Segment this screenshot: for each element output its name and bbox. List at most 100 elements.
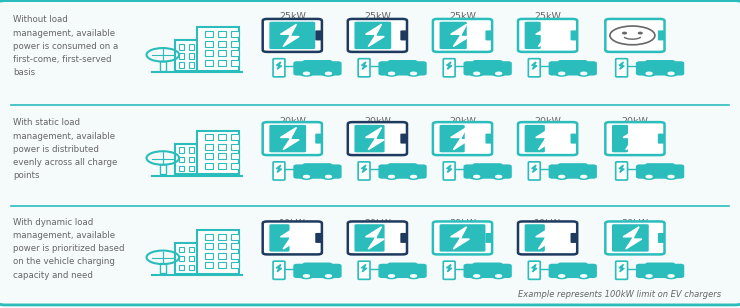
Circle shape [326,176,332,178]
Circle shape [643,174,656,179]
Circle shape [581,72,587,75]
FancyBboxPatch shape [528,162,540,180]
FancyBboxPatch shape [400,30,407,40]
FancyBboxPatch shape [205,243,213,249]
Text: 25kW: 25kW [279,12,306,21]
FancyBboxPatch shape [294,265,340,277]
FancyBboxPatch shape [232,41,240,47]
FancyBboxPatch shape [178,256,184,261]
FancyBboxPatch shape [616,261,628,279]
Circle shape [411,72,417,75]
Polygon shape [280,227,299,249]
FancyBboxPatch shape [205,50,213,56]
FancyBboxPatch shape [218,41,226,47]
FancyBboxPatch shape [178,156,184,162]
Text: 30kW: 30kW [622,219,648,228]
FancyBboxPatch shape [218,50,226,56]
FancyBboxPatch shape [160,164,166,174]
Text: 25kW: 25kW [449,12,476,21]
Polygon shape [536,128,554,150]
FancyBboxPatch shape [178,148,184,153]
FancyBboxPatch shape [294,165,340,178]
Circle shape [623,32,626,34]
Polygon shape [446,264,452,272]
FancyBboxPatch shape [465,165,511,178]
FancyBboxPatch shape [303,61,332,69]
FancyBboxPatch shape [294,62,340,75]
FancyBboxPatch shape [175,40,197,71]
Circle shape [559,176,565,178]
FancyBboxPatch shape [440,224,485,252]
FancyBboxPatch shape [189,63,195,68]
FancyBboxPatch shape [232,153,240,159]
Polygon shape [619,264,625,272]
FancyBboxPatch shape [178,166,184,171]
Circle shape [492,174,505,179]
Polygon shape [361,62,367,69]
FancyBboxPatch shape [571,30,577,40]
Circle shape [556,71,568,76]
Circle shape [496,275,502,277]
FancyBboxPatch shape [658,30,665,40]
FancyBboxPatch shape [189,148,195,153]
FancyBboxPatch shape [525,22,541,49]
FancyBboxPatch shape [636,165,684,178]
FancyBboxPatch shape [433,221,492,254]
Circle shape [300,274,313,278]
FancyBboxPatch shape [571,233,577,243]
Text: 20kW: 20kW [622,117,648,126]
FancyBboxPatch shape [612,224,649,252]
Circle shape [496,176,502,178]
FancyBboxPatch shape [358,59,370,77]
FancyBboxPatch shape [189,156,195,162]
Polygon shape [366,24,384,47]
FancyBboxPatch shape [232,144,240,150]
Polygon shape [619,62,625,69]
Circle shape [577,174,590,179]
FancyBboxPatch shape [549,165,596,178]
FancyBboxPatch shape [269,224,289,252]
Circle shape [303,275,309,277]
FancyBboxPatch shape [612,125,628,152]
FancyBboxPatch shape [232,234,240,240]
FancyBboxPatch shape [205,262,213,268]
Polygon shape [280,24,299,47]
Polygon shape [619,165,625,172]
FancyBboxPatch shape [232,243,240,249]
FancyBboxPatch shape [232,50,240,56]
Polygon shape [366,128,384,150]
FancyBboxPatch shape [474,164,502,172]
Circle shape [386,174,398,179]
FancyBboxPatch shape [443,162,455,180]
FancyBboxPatch shape [348,221,407,254]
Circle shape [388,275,394,277]
Circle shape [386,274,398,278]
FancyBboxPatch shape [197,131,239,174]
FancyBboxPatch shape [232,163,240,169]
Text: 20kW: 20kW [364,117,391,126]
Circle shape [471,174,483,179]
Polygon shape [446,62,452,69]
FancyBboxPatch shape [205,60,213,66]
Polygon shape [531,165,537,172]
FancyBboxPatch shape [218,163,226,169]
Text: 20kW: 20kW [364,219,391,228]
Circle shape [471,274,483,278]
Polygon shape [366,227,384,249]
Text: Example represents 100kW limit on EV chargers: Example represents 100kW limit on EV cha… [519,290,722,299]
FancyBboxPatch shape [465,265,511,277]
Circle shape [577,274,590,278]
FancyBboxPatch shape [443,59,455,77]
Polygon shape [623,128,642,150]
Polygon shape [276,264,282,272]
FancyBboxPatch shape [485,233,492,243]
FancyBboxPatch shape [218,134,226,140]
FancyBboxPatch shape [232,134,240,140]
FancyBboxPatch shape [518,122,577,155]
Circle shape [668,176,674,178]
FancyBboxPatch shape [178,265,184,270]
FancyBboxPatch shape [178,63,184,68]
FancyBboxPatch shape [380,265,426,277]
Circle shape [559,275,565,277]
FancyBboxPatch shape [189,247,195,252]
